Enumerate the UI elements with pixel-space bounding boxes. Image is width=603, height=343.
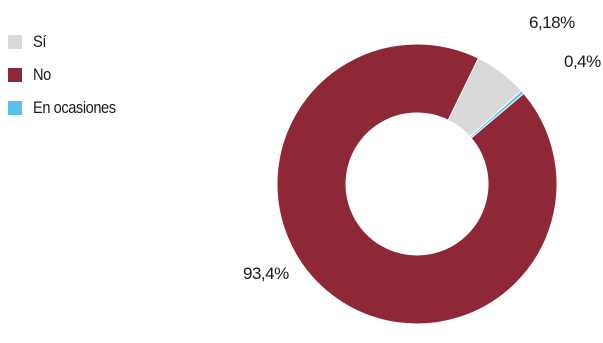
legend-label-en-ocasiones: En ocasiones <box>33 97 116 117</box>
data-label-en-ocasiones: 0,4% <box>564 52 601 71</box>
data-label-no: 93,4% <box>243 264 289 283</box>
legend-swatch-en-ocasiones <box>8 100 22 115</box>
chart-legend: Sí No En ocasiones <box>8 32 129 131</box>
legend-item-no: No <box>8 65 129 84</box>
legend-item-en-ocasiones: En ocasiones <box>8 98 129 117</box>
slice-no <box>276 43 558 325</box>
legend-label-si: Sí <box>33 31 46 51</box>
legend-swatch-si <box>8 34 22 49</box>
donut-data-labels: 6,18% 93,4% 0,4% <box>243 13 602 283</box>
donut-slices <box>276 43 558 325</box>
legend-label-no: No <box>33 64 51 84</box>
data-label-si: 6,18% <box>529 13 575 32</box>
legend-swatch-no <box>8 67 22 82</box>
legend-item-si: Sí <box>8 32 129 51</box>
